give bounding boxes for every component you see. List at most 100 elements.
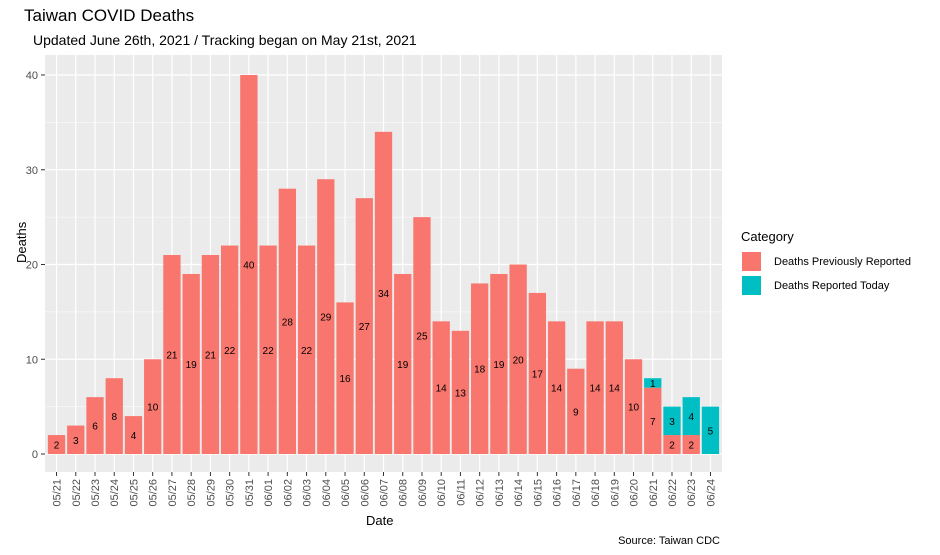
bar-previous [220,245,239,454]
y-tick-label: 0 [32,449,38,461]
x-tick-label: 06/04 [321,479,333,507]
data-label-previous: 19 [186,360,198,371]
bar-today [644,378,662,388]
data-label-previous: 13 [455,388,467,399]
bar-previous [509,264,527,454]
chart-subtitle: Updated June 26th, 2021 / Tracking began… [33,32,417,48]
data-label-previous: 7 [650,417,656,428]
bar-previous [317,179,335,454]
x-tick-label: 05/25 [128,479,140,507]
bar-previous [355,198,373,454]
bar-previous [144,359,162,454]
x-tick-label: 06/22 [667,479,679,507]
x-tick-label: 05/27 [167,479,179,507]
bar-today [663,406,681,436]
x-tick-label: 06/06 [359,479,371,507]
data-label-previous: 18 [474,365,486,376]
bar-previous [105,378,123,454]
bar-previous [413,217,431,454]
source-caption: Source: Taiwan CDC [618,535,720,547]
x-tick-label: 06/05 [340,479,352,507]
bar-previous [644,387,662,454]
x-tick-label: 06/11 [455,479,467,506]
bar-previous [528,292,547,454]
bar-previous [201,255,220,454]
x-tick-label: 06/17 [571,479,583,507]
x-tick-label: 06/14 [513,479,525,507]
x-tick-label: 06/15 [532,479,544,507]
bar-previous [182,273,200,454]
y-tick-label: 40 [26,70,38,82]
x-tick-label: 06/21 [648,479,660,507]
x-tick-label: 06/08 [398,479,410,507]
x-tick-label: 06/03 [302,479,314,507]
x-tick-label: 05/30 [225,479,237,507]
legend-title: Category [741,229,794,244]
data-label-previous: 6 [92,422,98,433]
bar-previous [586,321,604,454]
bar-previous [67,425,85,454]
data-label-previous: 25 [416,332,428,343]
data-label-previous: 19 [493,360,505,371]
data-label-previous: 22 [263,346,275,357]
x-tick-label: 06/20 [629,479,641,507]
y-tick-label: 20 [26,260,38,272]
data-label-previous: 14 [609,384,621,395]
x-tick-label: 05/29 [205,479,217,507]
data-label-previous: 2 [688,441,694,452]
legend-key-today [741,275,762,296]
bar-today [701,406,720,454]
data-label-today: 4 [688,412,694,423]
bar-previous [86,397,104,454]
x-tick-label: 06/16 [552,479,564,507]
data-label-previous: 20 [513,355,525,366]
x-tick-label: 06/09 [417,479,429,507]
y-tick-label: 30 [26,165,38,177]
data-label-previous: 19 [397,360,409,371]
bar-previous [432,321,450,454]
bar-previous [47,435,66,454]
x-tick-label: 05/28 [186,479,198,507]
legend: Category Deaths Previously Reported Deat… [741,229,911,298]
x-tick-label: 05/22 [71,479,83,507]
data-label-previous: 10 [147,403,159,414]
bar-previous [663,435,681,454]
data-label-previous: 21 [205,351,217,362]
data-label-previous: 10 [628,403,640,414]
x-tick-label: 06/01 [263,479,275,507]
x-axis-title: Date [366,513,394,528]
x-tick-label: 06/19 [609,479,621,507]
bar-previous [163,255,181,454]
x-tick-label: 06/24 [705,479,717,507]
bar-previous [259,245,277,454]
legend-label-previous: Deaths Previously Reported [774,255,911,268]
bar-previous [624,359,643,454]
data-label-previous: 21 [166,351,178,362]
x-tick-label: 06/02 [282,479,294,507]
bar-previous [567,368,585,454]
legend-key-previous [741,251,762,272]
legend-item-previous: Deaths Previously Reported [741,250,911,273]
bar-previous [394,273,412,454]
bar-previous [471,283,489,454]
y-tick-label: 10 [26,354,38,366]
data-label-previous: 14 [590,384,602,395]
x-tick-label: 06/10 [436,479,448,507]
bar-previous [297,245,316,454]
bar-previous [124,416,143,454]
bar-previous [336,302,354,454]
data-label-previous: 34 [378,289,390,300]
data-label-previous: 2 [669,441,675,452]
x-tick-label: 05/26 [148,479,160,507]
bar-previous [682,435,700,454]
bar-previous [451,330,470,454]
bar-previous [240,75,258,454]
data-label-today: 3 [669,417,675,428]
x-tick-label: 05/24 [109,479,121,507]
x-tick-label: 05/21 [52,479,64,507]
data-label-previous: 14 [436,384,448,395]
x-tick-label: 06/07 [379,479,391,507]
y-axis-title: Deaths [14,221,29,263]
x-tick-label: 06/12 [475,479,487,507]
